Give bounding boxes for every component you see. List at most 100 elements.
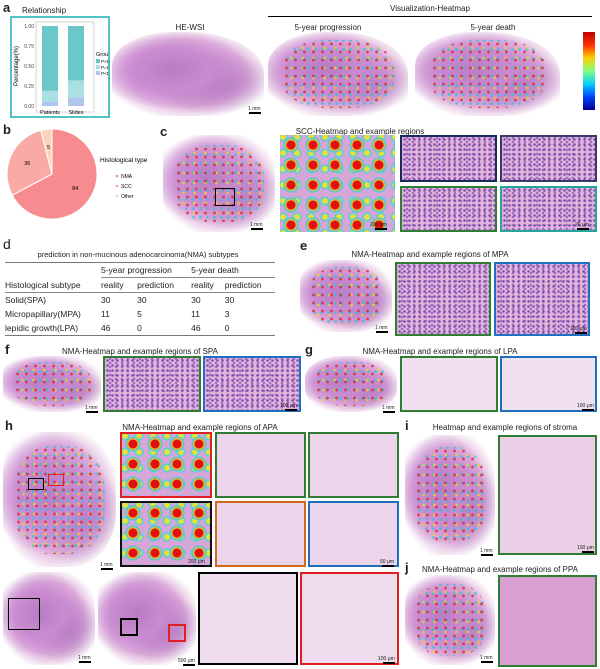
table-title: prediction in non-mucinous adenocarcinom… (37, 250, 239, 259)
header-subtype: Histological subtype (5, 279, 81, 290)
plot-frame (35, 21, 95, 113)
cell: 30 (101, 295, 111, 305)
table-row: Micropapillary(MPA) 11 5 11 3 (5, 307, 275, 321)
ppa-heatmap (405, 575, 495, 665)
header-death: 5-year death (191, 262, 275, 278)
scale-bar: 1 mm (375, 325, 388, 331)
pie-value-label: 84 (72, 186, 78, 192)
scale-bar: 1 mm (85, 405, 98, 411)
panel-label-h: h (5, 418, 13, 433)
legend-label: NMA (121, 174, 133, 180)
mpa-region-1 (395, 262, 491, 336)
apa-overview (3, 572, 95, 665)
pie-slice (6, 129, 53, 196)
table-row: lepidic growth(LPA) 46 0 46 0 (5, 321, 275, 336)
apa-region-2 (308, 432, 399, 498)
panel-label-f: f (5, 342, 10, 357)
progression-heatmap (268, 32, 408, 116)
legend-label: Other (121, 194, 134, 200)
he-wsi-image (112, 32, 264, 116)
apa-mid-zoom (98, 572, 196, 665)
scale-bar: 1 mm (100, 562, 113, 568)
header-prediction: prediction (224, 280, 262, 290)
stroma-region (498, 435, 597, 555)
legend-label: P=D (101, 65, 108, 70)
y-tick-label: 0.25 (24, 84, 34, 90)
y-tick-label: 0.50 (24, 64, 34, 70)
lpa-region-1 (400, 356, 498, 412)
scc-title: SCC-Heatmap and example regions (295, 127, 425, 136)
prediction-table: 5-year progression 5-year death Histologi… (5, 262, 275, 336)
x-tick-label: Patients (40, 110, 60, 116)
legend-label: P>D (101, 59, 108, 64)
panel-label-c: c (160, 124, 168, 139)
scale-bar: 100 μm (577, 545, 594, 551)
legend-swatch (115, 174, 119, 178)
scale-bar: 100 μm (577, 403, 594, 409)
mpa-region-2 (494, 262, 590, 336)
zoom-box (8, 598, 40, 630)
pie-slice (40, 128, 53, 175)
stroma-title: Heatmap and example regions of stroma (432, 423, 578, 432)
bar-segment (42, 90, 58, 102)
legend-swatch (96, 65, 100, 69)
cell: 3 (224, 309, 230, 319)
zoom-box-red (48, 474, 64, 486)
pie-slice (11, 128, 98, 220)
zoom-box-black (28, 478, 44, 490)
mpa-heatmap (300, 260, 392, 332)
mpa-title: NMA-Heatmap and example regions of MPA (351, 250, 509, 259)
apa-heatmap (3, 432, 116, 567)
spa-title: NMA-Heatmap and example regions of SPA (62, 347, 218, 356)
death-heatmap (415, 32, 560, 116)
scale-bar: 1 mm (250, 222, 263, 228)
cell: 0 (224, 323, 230, 333)
scale-bar: 100 μm (570, 326, 587, 332)
panel-label-g: g (305, 342, 313, 357)
cell: 30 (191, 295, 201, 305)
legend-swatch (96, 59, 100, 63)
progression-title: 5-year progression (294, 23, 362, 32)
header-reality: reality (191, 280, 214, 290)
panel-label-b: b (3, 122, 11, 137)
relationship-title: Relationship (21, 6, 67, 15)
scale-bar: 1 mm (382, 405, 395, 411)
legend-label: SCC (121, 184, 132, 190)
legend-swatch (96, 71, 100, 75)
bar-chart-svg: 0.00 0.25 0.50 0.75 1.00 Percentage(%) Patient… (14, 21, 111, 116)
scc-zoom-heatmap (280, 135, 395, 232)
pie-value-label: 36 (24, 161, 30, 167)
header-reality: reality (101, 280, 124, 290)
apa-zoom-heatmap-2 (120, 501, 212, 567)
scale-bar: 200 μm (188, 559, 205, 565)
x-tick-label: Slides (69, 110, 84, 116)
pie-value-label: 5 (47, 145, 50, 151)
bar-segment (68, 26, 84, 81)
scale-bar: 100 μm (378, 656, 395, 662)
apa-region-4 (308, 501, 399, 567)
apa-zoom-heatmap-1 (120, 432, 212, 498)
scale-bar: 100 μm (280, 403, 297, 409)
apa-detail-black (198, 572, 298, 665)
visualization-heatmap-title: Visualization-Heatmap (390, 4, 470, 13)
bar-segment (68, 98, 84, 106)
bar-segment (42, 102, 58, 106)
legend-label: P<D (101, 71, 108, 76)
pie-chart: 84 36 5 Histological type NMA SCC Other (6, 128, 148, 220)
box-red (168, 624, 186, 642)
cell: 0 (137, 323, 142, 333)
scale-bar: 200 μm (370, 222, 387, 228)
scale-bar: 1 mm (480, 655, 493, 661)
spa-region-1 (103, 356, 201, 412)
y-tick-label: 0.75 (24, 44, 34, 50)
cell: 11 (101, 309, 110, 319)
cell: lepidic growth(LPA) (5, 323, 79, 333)
box-black (120, 618, 138, 636)
colorbar (583, 32, 595, 110)
cell: 46 (101, 323, 111, 333)
panel-label-a: a (3, 0, 11, 15)
panel-label-j: j (405, 560, 409, 575)
he-wsi-title: HE-WSI (175, 23, 205, 32)
cell: 11 (191, 309, 200, 319)
header-progression: 5-year progression (101, 262, 192, 278)
